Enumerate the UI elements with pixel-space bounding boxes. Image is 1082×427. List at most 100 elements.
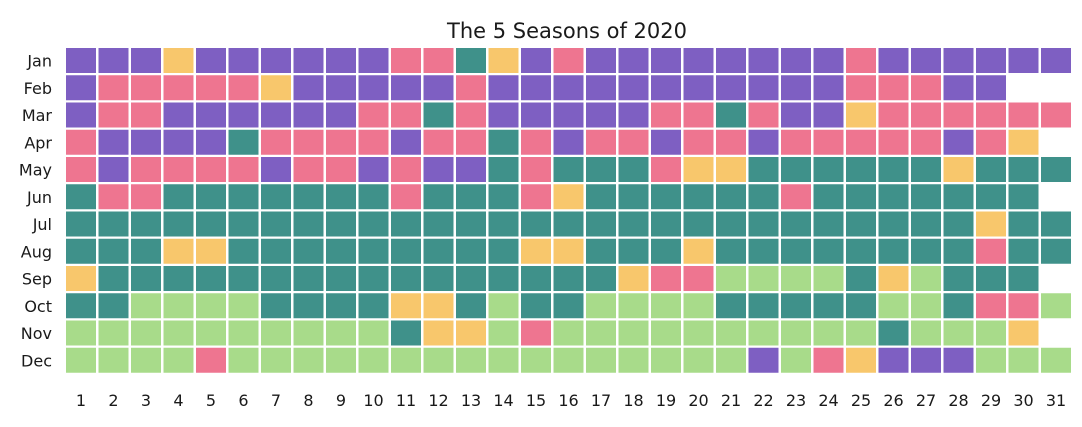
cell-dec-29 xyxy=(976,347,1006,373)
cell-may-31 xyxy=(1041,157,1071,182)
cell-may-12 xyxy=(423,157,454,182)
cell-may-23 xyxy=(781,157,811,182)
cell-apr-25 xyxy=(846,129,876,155)
y-tick-sep: Sep xyxy=(22,270,52,289)
cell-dec-22 xyxy=(748,347,779,373)
cell-jan-8 xyxy=(293,48,324,73)
x-tick-15: 15 xyxy=(526,391,546,410)
cell-sep-26 xyxy=(878,266,909,291)
cell-may-16 xyxy=(553,157,584,182)
y-tick-oct: Oct xyxy=(24,297,52,316)
cell-sep-19 xyxy=(651,266,681,291)
cell-feb-12 xyxy=(423,75,454,101)
cell-mar-21 xyxy=(716,102,746,128)
cell-sep-28 xyxy=(943,266,974,291)
cell-dec-28 xyxy=(943,347,974,373)
cell-jan-23 xyxy=(781,48,811,73)
cell-sep-6 xyxy=(228,266,259,291)
cell-nov-19 xyxy=(651,320,681,346)
cell-oct-25 xyxy=(846,293,876,319)
cell-oct-14 xyxy=(488,293,519,319)
cell-mar-28 xyxy=(943,102,974,128)
x-tick-18: 18 xyxy=(623,391,643,410)
cell-may-29 xyxy=(976,157,1006,182)
cell-mar-4 xyxy=(163,102,194,128)
cell-jan-2 xyxy=(98,48,129,73)
x-tick-11: 11 xyxy=(396,391,416,410)
cell-oct-21 xyxy=(716,293,746,319)
cell-jun-7 xyxy=(261,184,291,210)
cell-aug-5 xyxy=(196,238,226,264)
cell-oct-22 xyxy=(748,293,779,319)
cell-jul-21 xyxy=(716,211,746,237)
cell-oct-17 xyxy=(586,293,616,319)
cell-oct-31 xyxy=(1041,293,1071,319)
x-tick-22: 22 xyxy=(753,391,773,410)
heatmap-cells xyxy=(66,48,1071,373)
cell-jul-24 xyxy=(813,211,844,237)
cell-dec-30 xyxy=(1008,347,1039,373)
cell-feb-24 xyxy=(813,75,844,101)
cell-apr-20 xyxy=(683,129,714,155)
cell-sep-17 xyxy=(586,266,616,291)
x-tick-14: 14 xyxy=(493,391,513,410)
cell-jul-23 xyxy=(781,211,811,237)
x-tick-19: 19 xyxy=(656,391,676,410)
cell-sep-18 xyxy=(618,266,649,291)
cell-aug-11 xyxy=(391,238,421,264)
cell-mar-18 xyxy=(618,102,649,128)
x-tick-10: 10 xyxy=(363,391,383,410)
cell-mar-29 xyxy=(976,102,1006,128)
cell-jan-15 xyxy=(521,48,551,73)
cell-may-25 xyxy=(846,157,876,182)
cell-apr-21 xyxy=(716,129,746,155)
cell-nov-28 xyxy=(943,320,974,346)
y-tick-apr: Apr xyxy=(24,133,52,152)
cell-feb-8 xyxy=(293,75,324,101)
cell-dec-23 xyxy=(781,347,811,373)
cell-jun-29 xyxy=(976,184,1006,210)
cell-jul-6 xyxy=(228,211,259,237)
cell-nov-21 xyxy=(716,320,746,346)
cell-jun-18 xyxy=(618,184,649,210)
x-tick-4: 4 xyxy=(173,391,183,410)
cell-may-18 xyxy=(618,157,649,182)
cell-jan-22 xyxy=(748,48,779,73)
cell-nov-17 xyxy=(586,320,616,346)
cell-oct-9 xyxy=(326,293,356,319)
cell-apr-19 xyxy=(651,129,681,155)
cell-dec-31 xyxy=(1041,347,1071,373)
cell-may-19 xyxy=(651,157,681,182)
cell-jun-30 xyxy=(1008,184,1039,210)
cell-oct-23 xyxy=(781,293,811,319)
cell-jul-7 xyxy=(261,211,291,237)
cell-feb-25 xyxy=(846,75,876,101)
cell-nov-3 xyxy=(131,320,161,346)
cell-dec-20 xyxy=(683,347,714,373)
x-tick-1: 1 xyxy=(76,391,86,410)
cell-nov-4 xyxy=(163,320,194,346)
cell-aug-10 xyxy=(358,238,389,264)
cell-oct-4 xyxy=(163,293,194,319)
cell-oct-13 xyxy=(456,293,486,319)
cell-dec-1 xyxy=(66,347,96,373)
x-tick-31: 31 xyxy=(1046,391,1066,410)
cell-jan-3 xyxy=(131,48,161,73)
cell-nov-11 xyxy=(391,320,421,346)
cell-feb-26 xyxy=(878,75,909,101)
cell-oct-3 xyxy=(131,293,161,319)
cell-nov-2 xyxy=(98,320,129,346)
y-tick-dec: Dec xyxy=(21,351,52,370)
cell-apr-4 xyxy=(163,129,194,155)
cell-oct-7 xyxy=(261,293,291,319)
cell-jul-1 xyxy=(66,211,96,237)
cell-feb-23 xyxy=(781,75,811,101)
cell-jun-23 xyxy=(781,184,811,210)
cell-dec-3 xyxy=(131,347,161,373)
x-tick-7: 7 xyxy=(271,391,281,410)
cell-sep-3 xyxy=(131,266,161,291)
cell-jul-10 xyxy=(358,211,389,237)
cell-jul-30 xyxy=(1008,211,1039,237)
cell-jun-20 xyxy=(683,184,714,210)
cell-aug-30 xyxy=(1008,238,1039,264)
